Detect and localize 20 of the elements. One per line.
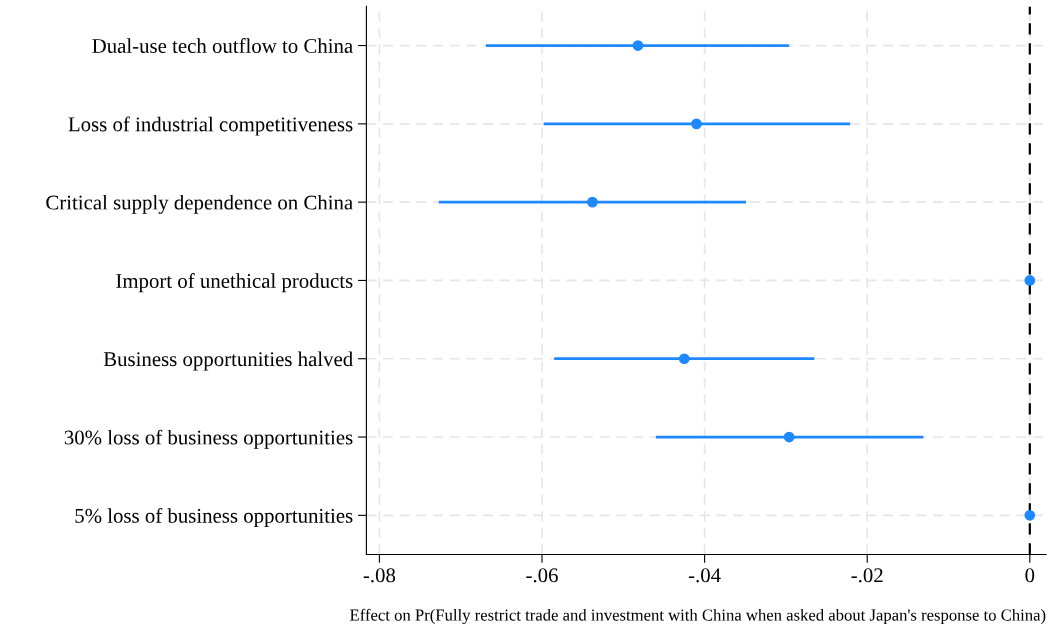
x-tick-label: -.02 — [851, 568, 883, 583]
point — [783, 431, 795, 443]
point — [632, 40, 644, 51]
point — [587, 196, 598, 208]
x-tick-label: -.04 — [688, 568, 721, 583]
y-tick-label: 30% loss of business opportunities — [64, 429, 353, 449]
x-axis-title: Effect on Pr(Fully restrict trade and investment with China when asked about Japan's response to China) — [350, 608, 1046, 625]
point — [678, 353, 690, 365]
y-tick-label: Business opportunities halved — [103, 351, 353, 371]
point — [1024, 275, 1036, 286]
point — [691, 118, 702, 130]
y-tick-label: Critical supply dependence on China — [46, 194, 353, 214]
point — [1024, 509, 1036, 521]
x-tick-label: -.08 — [363, 568, 396, 583]
x-tick-label: 0 — [1025, 568, 1035, 583]
y-tick-label: 5% loss of business opportunities — [75, 507, 353, 528]
x-tick-label: -.06 — [526, 568, 558, 583]
y-tick-label: Import of unethical products — [116, 273, 353, 293]
y-tick-label: Loss of industrial competitiveness — [68, 116, 353, 136]
y-tick-label: Dual-use tech outflow to China — [92, 38, 353, 53]
